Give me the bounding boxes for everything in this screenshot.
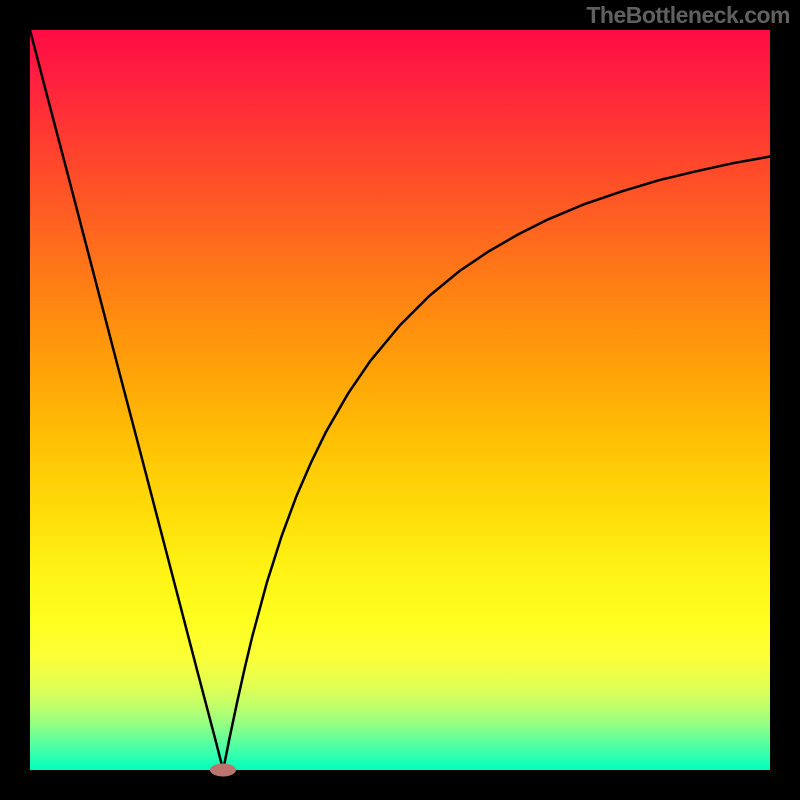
curve-right-branch — [223, 157, 770, 770]
chart-canvas: TheBottleneck.com — [0, 0, 800, 800]
minimum-marker — [210, 764, 236, 777]
watermark-text: TheBottleneck.com — [586, 2, 790, 29]
curve-layer — [30, 30, 770, 770]
curve-left-branch — [30, 30, 223, 770]
plot-area — [30, 30, 770, 770]
